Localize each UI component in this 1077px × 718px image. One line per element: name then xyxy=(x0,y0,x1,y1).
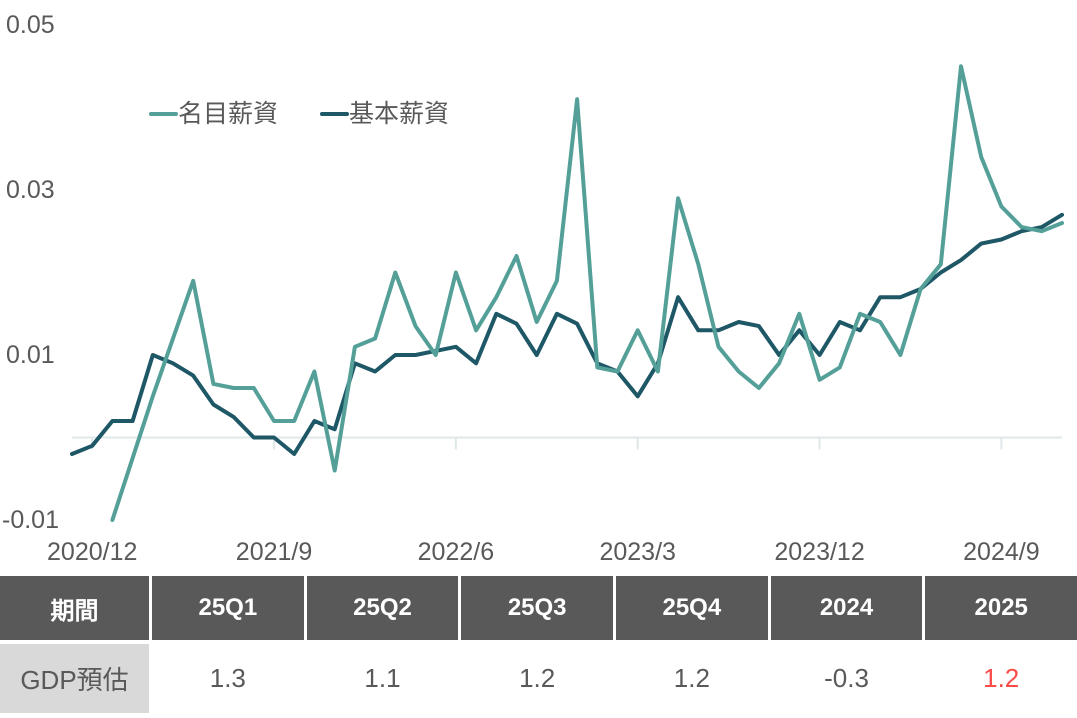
wage-line-chart-canvas xyxy=(70,64,1064,522)
y-axis-label-0.05: 0.05 xyxy=(6,11,55,39)
base-wage-line-swatch xyxy=(320,112,350,116)
x-axis-label-2022/6: 2022/6 xyxy=(417,538,495,566)
gdp-value-25q4: 1.2 xyxy=(616,644,768,713)
legend-label-base-wage: 基本薪資 xyxy=(349,100,450,128)
header-cell-period: 期間 xyxy=(0,576,149,640)
x-axis-label-2023/12: 2023/12 xyxy=(774,538,865,566)
gdp-estimate-row: GDP預估 1.3 1.1 1.2 1.2 -0.3 1.2 xyxy=(0,644,1077,713)
gdp-value-25q2: 1.1 xyxy=(306,644,459,713)
gdp-value-2025-highlighted: 1.2 xyxy=(925,644,1077,713)
x-axis-label-2020/12: 2020/12 xyxy=(47,538,138,566)
series-line-基本薪資 xyxy=(70,212,1064,456)
y-axis-label-0.01: 0.01 xyxy=(6,341,55,369)
header-cell-2024: 2024 xyxy=(770,576,923,640)
x-axis-label-2023/3: 2023/3 xyxy=(599,538,676,566)
y-axis-label--0.01: -0.01 xyxy=(2,506,59,534)
chart-legend: 名目薪資 基本薪資 xyxy=(149,99,449,129)
header-cell-25q2: 25Q2 xyxy=(306,576,459,640)
gdp-value-25q1: 1.3 xyxy=(152,644,304,713)
legend-item-base-wage: 基本薪資 xyxy=(320,99,449,129)
gdp-value-25q3: 1.2 xyxy=(461,644,614,713)
x-axis-label-2024/9: 2024/9 xyxy=(963,538,1040,566)
gdp-value-2024: -0.3 xyxy=(770,644,923,713)
header-cell-25q3: 25Q3 xyxy=(461,576,614,640)
gdp-forecast-table: 期間 25Q1 25Q2 25Q3 25Q4 2024 2025 GDP預估 1… xyxy=(0,576,1077,713)
header-cell-25q1: 25Q1 xyxy=(152,576,304,640)
gdp-table-header-row: 期間 25Q1 25Q2 25Q3 25Q4 2024 2025 xyxy=(0,576,1077,640)
wage-growth-chart: 名目薪資 基本薪資 0.05 0.03 0.01 -0.01 2020/12 2021/9… xyxy=(2,11,1064,566)
y-axis-label-0.03: 0.03 xyxy=(6,176,55,204)
x-axis-label-2021/9: 2021/9 xyxy=(235,538,313,566)
header-cell-2025: 2025 xyxy=(925,576,1077,640)
nominal-wage-line-swatch xyxy=(149,112,178,116)
legend-item-nominal-wage: 名目薪資 xyxy=(149,99,278,129)
series-line-名目薪資 xyxy=(110,64,1064,522)
legend-label-nominal-wage: 名目薪資 xyxy=(178,100,279,128)
row-label-gdp-estimate: GDP預估 xyxy=(0,644,149,713)
header-cell-25q4: 25Q4 xyxy=(616,576,768,640)
